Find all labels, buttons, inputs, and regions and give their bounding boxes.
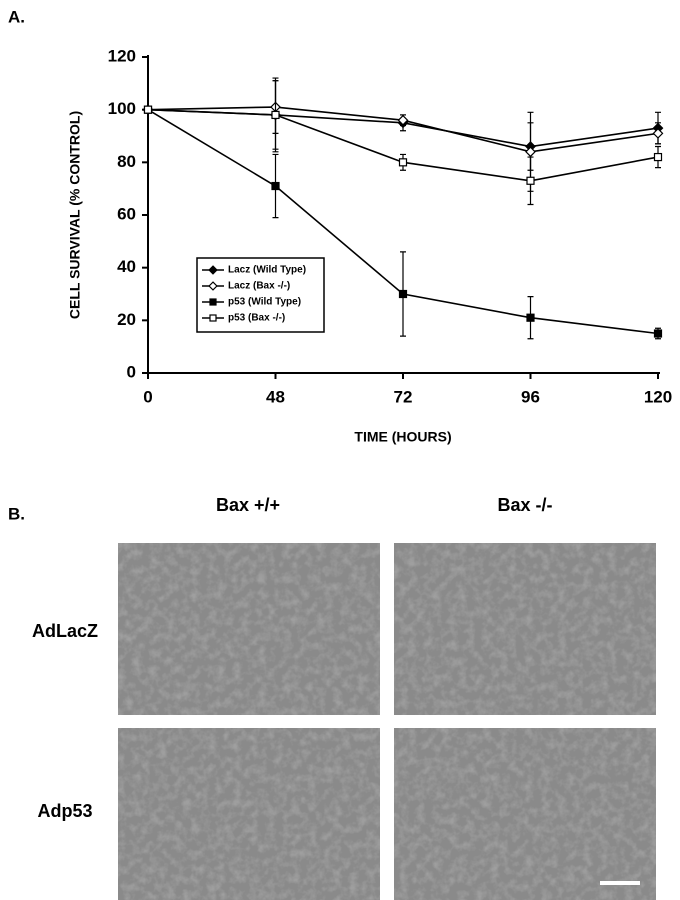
marker xyxy=(209,298,217,306)
marker xyxy=(143,105,153,114)
marker xyxy=(271,110,280,120)
x-tick-label: 48 xyxy=(266,387,285,406)
legend-label: p53 (Wild Type) xyxy=(228,297,301,308)
marker xyxy=(397,114,409,126)
marker xyxy=(208,265,218,275)
marker xyxy=(653,329,663,338)
y-tick-label: 20 xyxy=(117,310,136,329)
legend-label: p53 (Bax -/-) xyxy=(228,313,285,324)
x-axis-title: TIME (HOURS) xyxy=(354,429,451,445)
marker xyxy=(653,152,663,162)
marker xyxy=(526,313,535,322)
micrograph xyxy=(394,728,656,900)
column-label: Bax -/- xyxy=(497,495,552,515)
micrograph xyxy=(394,543,656,715)
marker xyxy=(271,181,280,191)
marker xyxy=(398,158,408,167)
legend-label: Lacz (Bax -/-) xyxy=(228,281,290,292)
y-tick-label: 120 xyxy=(108,46,136,65)
x-tick-label: 0 xyxy=(143,387,152,406)
y-tick-label: 80 xyxy=(117,152,136,171)
x-tick-label: 72 xyxy=(394,387,413,406)
micrograph xyxy=(118,543,380,715)
panel-label: A. xyxy=(8,7,25,26)
x-tick-label: 96 xyxy=(521,387,540,406)
marker xyxy=(526,176,535,185)
y-tick-label: 0 xyxy=(127,362,136,381)
row-label: AdLacZ xyxy=(32,621,98,641)
marker xyxy=(525,146,536,158)
row-label: Adp53 xyxy=(37,801,92,821)
micrograph xyxy=(118,728,380,900)
marker xyxy=(209,314,217,322)
legend: Lacz (Wild Type) Lacz (Bax -/-) p53 (Wild … xyxy=(196,257,325,333)
y-tick-label: 40 xyxy=(117,257,136,276)
y-axis-title: CELL SURVIVAL (% CONTROL) xyxy=(67,111,83,319)
panel-label: B. xyxy=(8,504,25,523)
column-label: Bax +/+ xyxy=(216,495,280,515)
x-tick-label: 120 xyxy=(644,387,672,406)
marker xyxy=(652,127,664,139)
y-tick-label: 100 xyxy=(108,99,136,118)
legend-label: Lacz (Wild Type) xyxy=(228,265,306,276)
marker xyxy=(398,289,408,299)
plot: 0 20 40 60 80 100 120 0 48 72 96 120 Lacz (Wild Type… xyxy=(108,46,673,406)
marker xyxy=(208,281,218,291)
y-tick-label: 60 xyxy=(117,204,136,223)
